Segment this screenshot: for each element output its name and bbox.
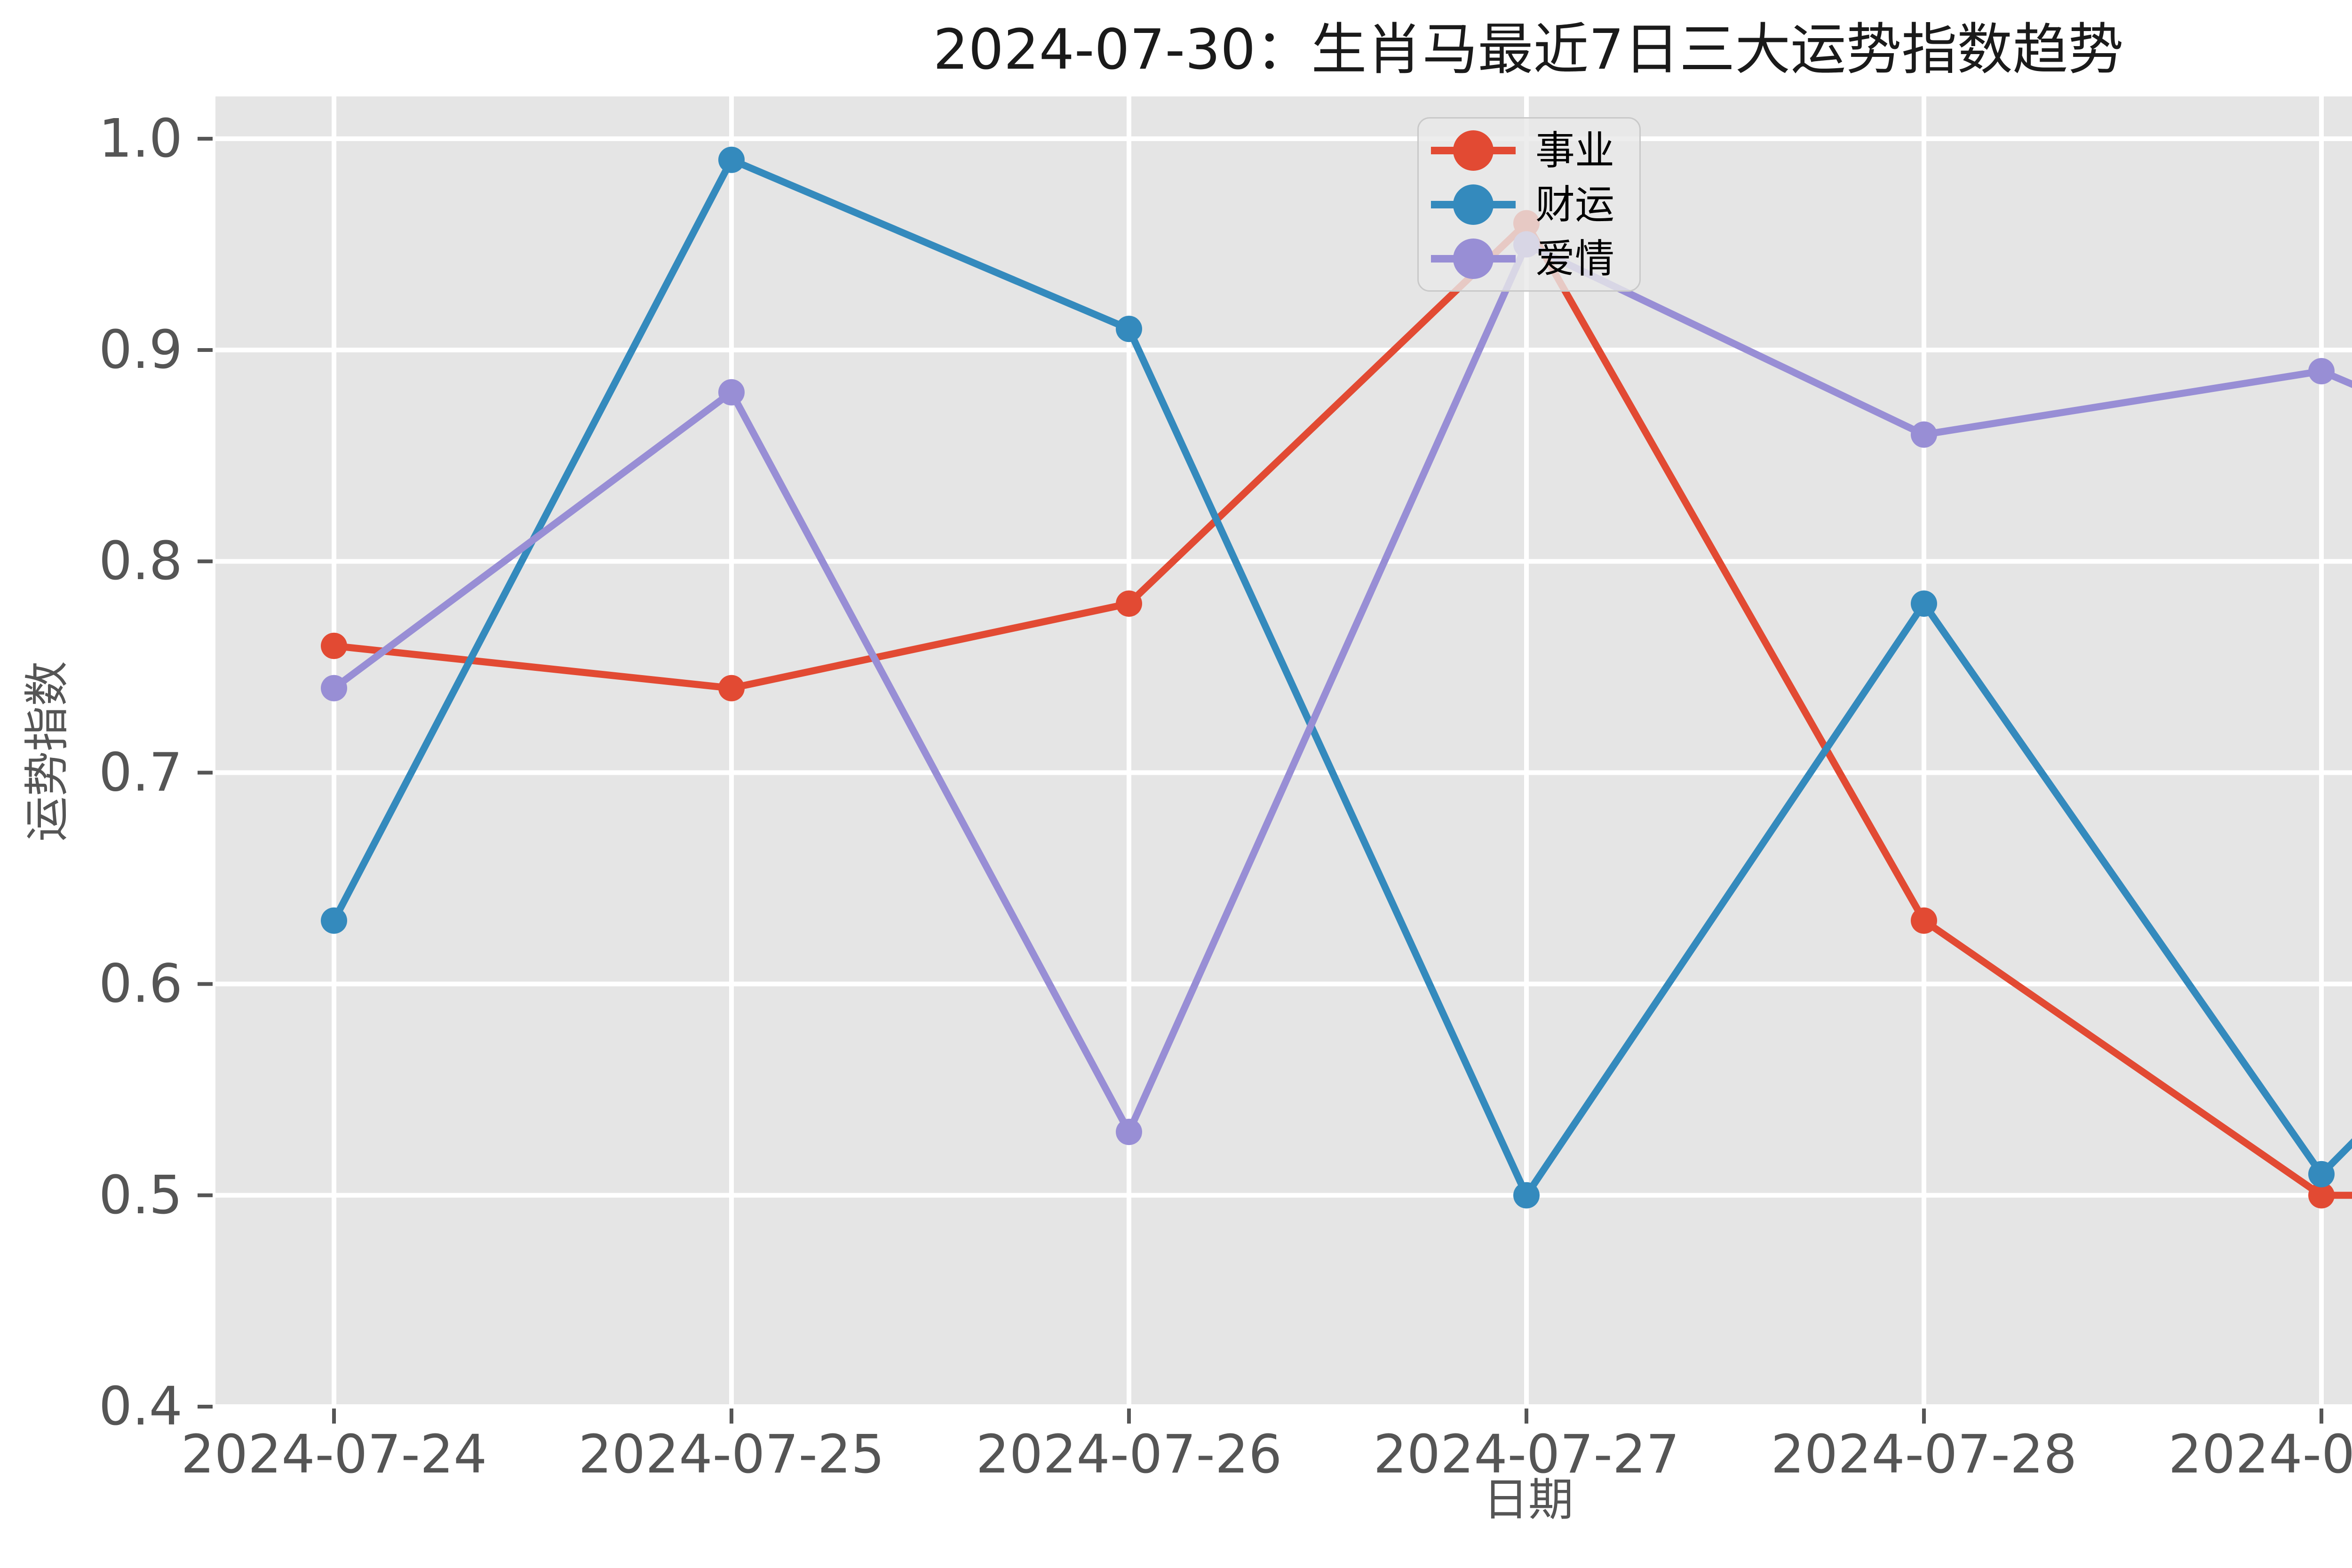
data-point-爱情 xyxy=(718,379,745,406)
data-point-事业 xyxy=(1116,590,1142,617)
data-point-事业 xyxy=(321,632,347,659)
chart-title: 2024-07-30：生肖马最近7日三大运势指数趋势 xyxy=(933,17,2124,82)
y-tick-label: 0.9 xyxy=(99,319,183,381)
y-tick-label: 0.7 xyxy=(99,742,183,803)
legend-line-marker-icon xyxy=(1431,238,1516,279)
data-point-爱情 xyxy=(2308,358,2335,384)
legend-line-marker-icon xyxy=(1431,184,1516,225)
legend-item-wealth: 财运 xyxy=(1431,181,1639,228)
x-tick-label: 2024-07-24 xyxy=(181,1424,487,1485)
data-point-财运 xyxy=(1116,316,1142,342)
data-point-事业 xyxy=(718,675,745,701)
x-tick-label: 2024-07-29 xyxy=(2169,1424,2352,1485)
y-tick-label: 0.6 xyxy=(99,954,183,1015)
data-point-爱情 xyxy=(1116,1119,1142,1146)
y-tick-label: 0.8 xyxy=(99,531,183,592)
x-tick-label: 2024-07-28 xyxy=(1771,1424,2077,1485)
x-tick-label: 2024-07-27 xyxy=(1374,1424,1680,1485)
legend-item-career: 事业 xyxy=(1431,127,1639,174)
legend-item-love: 爱情 xyxy=(1431,235,1639,282)
data-point-财运 xyxy=(718,146,745,173)
data-point-事业 xyxy=(1911,907,1937,934)
data-point-财运 xyxy=(321,907,347,934)
legend-label: 事业 xyxy=(1535,127,1615,174)
data-point-事业 xyxy=(2308,1182,2335,1209)
y-tick-label: 1.0 xyxy=(99,108,183,169)
legend-line-marker-icon xyxy=(1431,130,1516,171)
x-axis-label: 日期 xyxy=(1483,1473,1573,1526)
legend-label: 财运 xyxy=(1535,181,1615,228)
plot-area xyxy=(215,96,2352,1407)
y-tick-label: 0.4 xyxy=(99,1376,183,1437)
y-tick-label: 0.5 xyxy=(99,1165,183,1226)
legend: 事业 财运 爱情 xyxy=(1417,117,1641,292)
x-tick-label: 2024-07-25 xyxy=(579,1424,885,1485)
y-axis-label: 运势指数 xyxy=(21,661,73,842)
data-point-财运 xyxy=(2308,1161,2335,1187)
data-point-财运 xyxy=(1513,1182,1540,1209)
data-point-爱情 xyxy=(1911,421,1937,448)
data-point-爱情 xyxy=(321,675,347,701)
legend-label: 爱情 xyxy=(1535,235,1615,282)
x-tick-label: 2024-07-26 xyxy=(976,1424,1282,1485)
data-point-财运 xyxy=(1911,590,1937,617)
